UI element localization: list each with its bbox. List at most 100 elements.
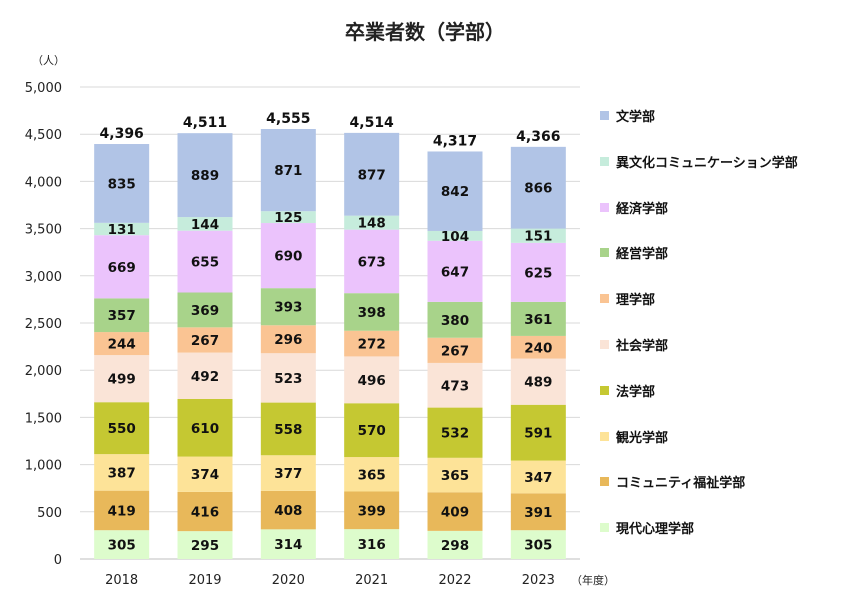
x-tick-label: 2018 — [105, 573, 138, 588]
data-label: 499 — [108, 372, 136, 388]
legend-item: 文学部 — [600, 104, 850, 150]
bar-segment — [427, 151, 483, 231]
legend-label: 経済学部 — [616, 201, 669, 217]
bar-segment — [344, 215, 400, 230]
bar-segment — [94, 298, 150, 333]
legend-item: 現代心理学部 — [600, 516, 850, 562]
bar-segment — [260, 353, 316, 403]
data-label: 473 — [441, 378, 469, 394]
legend-swatch — [600, 431, 609, 441]
legend-swatch — [600, 339, 609, 349]
data-label: 357 — [108, 308, 136, 324]
bar-segment — [427, 301, 483, 338]
bar-segment — [260, 288, 316, 326]
data-label: 104 — [441, 229, 469, 245]
bar-segment — [94, 222, 150, 236]
data-label: 492 — [191, 369, 219, 385]
bar-segment — [260, 490, 316, 530]
total-label: 4,511 — [183, 115, 227, 131]
y-tick-label: 3,500 — [25, 223, 62, 238]
bar-segment — [510, 335, 566, 359]
legend-label: 観光学部 — [616, 430, 669, 446]
data-label: 151 — [524, 229, 552, 245]
bar-segment — [344, 403, 400, 458]
bar-segment — [177, 456, 233, 492]
y-tick-label: 2,500 — [25, 317, 62, 332]
data-labels: 305 419 387 550 499 244 357 669 131 835 4,396 295 41… — [100, 111, 561, 554]
data-label: 361 — [524, 312, 552, 328]
data-label: 496 — [358, 373, 386, 389]
bar-segment — [427, 530, 483, 559]
y-tick-label: 1,000 — [25, 459, 62, 474]
legend-swatch — [600, 111, 609, 120]
bar-segment — [344, 330, 400, 357]
legend-label: 異文化コミュニケーション学部 — [616, 155, 798, 171]
bar-segment — [510, 404, 566, 461]
bar-segment — [260, 455, 316, 491]
legend-swatch — [600, 156, 609, 166]
data-label: 316 — [358, 537, 386, 553]
y-axis-unit-label: （人） — [32, 54, 65, 67]
bar-segment — [94, 402, 150, 455]
bar-segment — [344, 491, 400, 530]
y-tick-label: 3,000 — [25, 270, 62, 285]
legend-swatch — [600, 202, 609, 212]
x-tick-label: 2021 — [355, 573, 388, 588]
legend-swatch — [600, 294, 609, 304]
data-label: 144 — [191, 217, 219, 233]
bar-segment — [177, 352, 233, 399]
bar-segment — [177, 327, 233, 353]
bar-segment — [427, 337, 483, 363]
bar-segment — [177, 230, 233, 293]
legend: 文学部 異文化コミュニケーション学部 経済学部 経営学部 理学部 社会学部 法学部 観光学部コ… — [600, 104, 850, 562]
data-label: 314 — [274, 537, 302, 553]
bar-segment — [427, 240, 483, 302]
bar-segment — [94, 332, 150, 356]
y-tick-label: 500 — [37, 506, 62, 521]
y-tick-label: 2,000 — [25, 364, 62, 379]
bar-segment — [427, 457, 483, 493]
data-label: 835 — [108, 176, 136, 192]
y-axis: 0 500 1,000 1,500 2,000 2,500 3,000 3,500 4,000 4… — [25, 81, 62, 568]
data-label: 244 — [108, 337, 136, 353]
y-tick-label: 1,500 — [25, 411, 62, 426]
bar-segment — [427, 230, 483, 241]
x-tick-label: 2023 — [522, 573, 555, 588]
data-label: 295 — [191, 538, 219, 554]
legend-label: 社会学部 — [616, 338, 669, 354]
data-label: 673 — [358, 254, 386, 270]
bar-segment — [94, 530, 150, 559]
bar-segment — [510, 460, 566, 494]
data-label: 365 — [441, 468, 469, 484]
data-label: 305 — [524, 538, 552, 554]
bar-segment — [427, 407, 483, 458]
data-label: 842 — [441, 184, 469, 200]
data-label: 889 — [191, 168, 219, 184]
legend-item: 理学部 — [600, 287, 850, 333]
bar-segment — [177, 491, 233, 532]
x-axis: 2018 2019 2020 2021 2022 2023 — [105, 573, 555, 588]
legend-label: 法学部 — [616, 384, 656, 400]
data-label: 877 — [358, 167, 386, 183]
bar-segment — [260, 129, 316, 212]
y-tick-label: 4,500 — [25, 128, 62, 143]
data-label: 296 — [274, 332, 302, 348]
bar-segment — [94, 454, 150, 491]
legend-item: 経営学部 — [600, 241, 850, 287]
data-label: 409 — [441, 505, 469, 521]
x-tick-label: 2020 — [272, 573, 305, 588]
total-label: 4,555 — [266, 111, 310, 127]
data-label: 871 — [274, 163, 302, 179]
bar-segment — [344, 229, 400, 294]
data-label: 408 — [274, 503, 302, 519]
bar-segment — [177, 292, 233, 328]
data-label: 669 — [108, 260, 136, 276]
bar-segment — [260, 402, 316, 456]
bar-segment — [177, 398, 233, 457]
data-label: 591 — [524, 426, 552, 442]
data-label: 419 — [108, 503, 136, 519]
bar-segment — [344, 293, 400, 331]
data-label: 298 — [441, 538, 469, 554]
data-label: 267 — [191, 333, 219, 349]
